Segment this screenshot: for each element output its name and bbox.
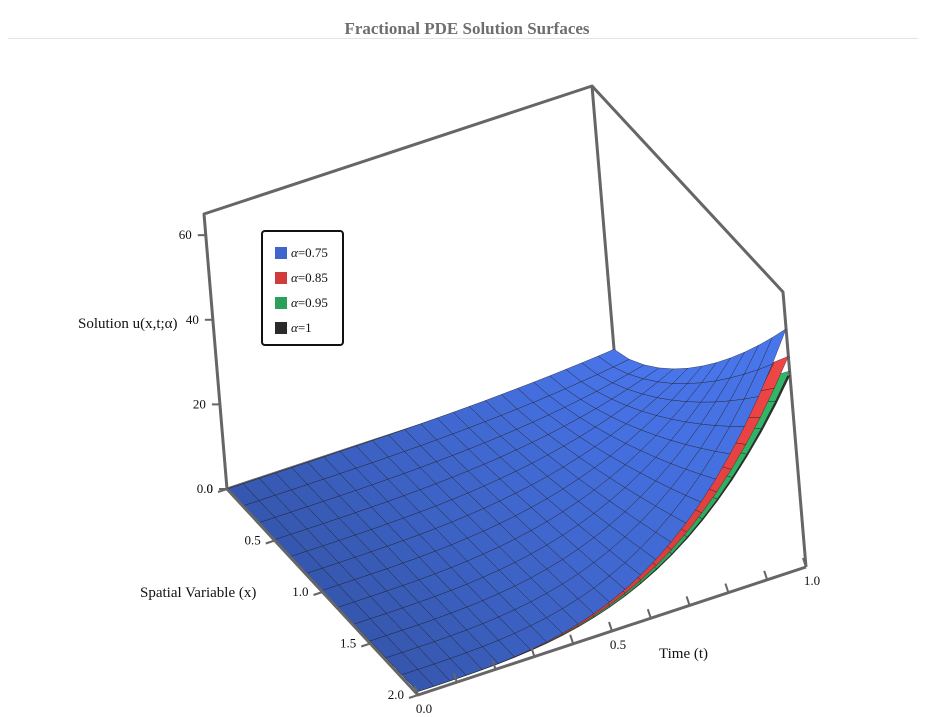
x-tick-mark	[313, 591, 323, 596]
legend-swatch	[275, 296, 287, 309]
x-tick-label: 1.0	[292, 584, 308, 599]
t-tick-mark	[530, 647, 536, 657]
z-tick-label: 0	[207, 481, 214, 496]
legend-swatch	[275, 246, 287, 259]
surface-patch	[757, 328, 787, 370]
legend: α =0.75 α =0.85 α =0.95 α =1	[261, 230, 344, 346]
axis-ticks: 0 20 40 60 0.0 0.5 1.0 1.5 2.0 0.0 0.5 1.0	[179, 227, 820, 716]
legend-label: =0.85	[297, 269, 328, 285]
t-tick-label: 1.0	[804, 573, 820, 588]
legend-label: =1	[297, 319, 312, 335]
legend-label: =0.95	[297, 294, 328, 310]
legend-alpha-symbol: α	[291, 294, 298, 310]
surface-0-75	[226, 328, 787, 692]
legend-swatch	[275, 271, 287, 284]
x-tick-mark	[217, 488, 228, 493]
z-axis-title: Solution u(x,t;α)	[78, 316, 178, 332]
z-tick-label: 60	[179, 227, 192, 242]
t-tick-mark	[646, 608, 652, 619]
t-tick-mark	[414, 685, 419, 696]
x-axis-title: Spatial Variable (x)	[140, 585, 256, 601]
x-tick-label: 1.5	[340, 636, 356, 651]
chart-title: Fractional PDE Solution Surfaces	[344, 19, 590, 38]
x-tick-label: 2.0	[388, 687, 404, 702]
surface-patch	[759, 355, 789, 392]
right-wall-edge	[590, 84, 808, 568]
t-tick-mark	[685, 596, 691, 606]
z-tick-label: 20	[193, 396, 206, 411]
legend-swatch	[275, 321, 287, 334]
t-tick-mark	[608, 621, 613, 632]
legend-item-alpha-075[interactable]: α =0.75	[275, 240, 342, 265]
t-tick-label: 0.5	[610, 637, 626, 652]
t-tick-mark	[491, 660, 497, 670]
x-tick-mark	[408, 694, 419, 699]
x-tick-mark	[265, 539, 276, 545]
t-tick-mark	[569, 634, 575, 645]
legend-alpha-symbol: α	[291, 244, 298, 260]
z-tick-label: 40	[186, 312, 199, 327]
t-tick-label: 0.0	[416, 701, 432, 716]
legend-item-alpha-085[interactable]: α =0.85	[275, 265, 342, 290]
legend-alpha-symbol: α	[291, 269, 298, 285]
t-tick-mark	[724, 583, 730, 593]
t-tick-mark	[452, 672, 458, 683]
legend-alpha-symbol: α	[291, 319, 298, 335]
t-tick-mark	[802, 557, 807, 568]
legend-label: =0.75	[297, 244, 328, 260]
x-tick-label: 0.5	[245, 533, 261, 548]
t-tick-mark	[763, 570, 769, 581]
title-divider	[8, 38, 918, 39]
x-tick-label: 0.0	[197, 481, 213, 496]
legend-item-alpha-1[interactable]: α =1	[275, 315, 342, 340]
back-wall-edge	[202, 84, 617, 490]
legend-item-alpha-095[interactable]: α =0.95	[275, 290, 342, 315]
surfaces	[226, 328, 791, 692]
t-axis-title: Time (t)	[659, 646, 708, 662]
x-tick-mark	[360, 642, 371, 648]
